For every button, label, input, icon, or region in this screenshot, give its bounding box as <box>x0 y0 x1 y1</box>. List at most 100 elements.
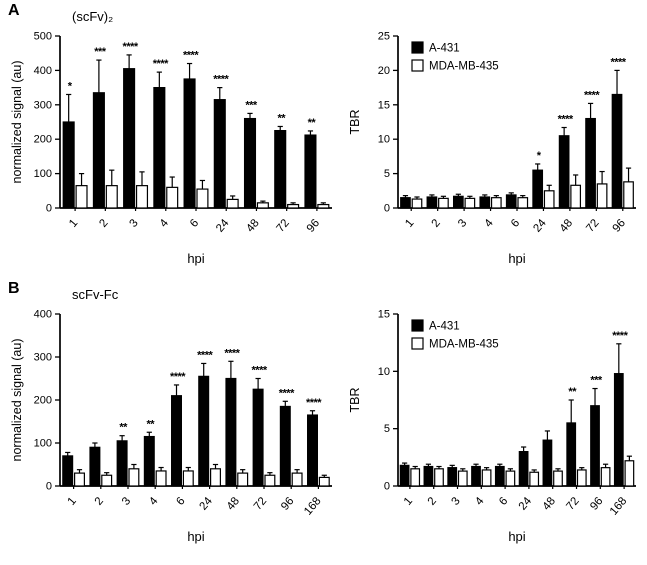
svg-text:hpi: hpi <box>508 251 525 266</box>
svg-text:normalized signal (au): normalized signal (au) <box>10 339 24 462</box>
svg-text:0: 0 <box>46 481 52 493</box>
svg-text:****: **** <box>153 58 169 70</box>
svg-text:**: ** <box>568 386 577 398</box>
svg-text:0: 0 <box>384 481 390 493</box>
svg-text:15: 15 <box>378 309 390 321</box>
svg-text:200: 200 <box>34 395 52 407</box>
svg-text:4: 4 <box>158 217 172 230</box>
svg-text:**: ** <box>277 112 286 124</box>
svg-text:72: 72 <box>252 495 269 513</box>
svg-text:24: 24 <box>531 217 549 235</box>
svg-text:2: 2 <box>426 495 439 508</box>
svg-text:10: 10 <box>378 134 390 146</box>
svg-text:24: 24 <box>197 495 215 513</box>
svg-text:2: 2 <box>93 495 106 508</box>
svg-text:***: *** <box>245 99 258 111</box>
chart-svg-scfvfc-signal: 0 100 200 300 400 normalized signal (au) scFv-… <box>10 287 332 544</box>
legend-swatch-MDA-MB-435 <box>411 337 424 350</box>
svg-text:200: 200 <box>34 134 52 146</box>
svg-text:****: **** <box>123 41 139 53</box>
legend-swatch-MDA-MB-435 <box>411 59 424 72</box>
svg-text:96: 96 <box>305 217 322 235</box>
svg-text:4: 4 <box>473 495 487 508</box>
panel-a-charts-row: 0 100 200 300 400 500 normalized signal (au) (s… <box>0 0 647 275</box>
svg-text:****: **** <box>183 50 199 62</box>
chart-scfv2-signal: 0 100 200 300 400 500 normalized signal (au) (s… <box>8 6 340 275</box>
svg-text:500: 500 <box>34 31 52 43</box>
svg-text:72: 72 <box>275 217 292 235</box>
svg-text:****: **** <box>558 114 574 126</box>
svg-text:****: **** <box>170 371 186 383</box>
svg-text:24: 24 <box>517 495 535 513</box>
svg-text:scFv-Fc: scFv-Fc <box>72 287 119 302</box>
svg-text:300: 300 <box>34 352 52 364</box>
svg-text:48: 48 <box>244 217 261 235</box>
svg-text:****: **** <box>610 56 626 68</box>
svg-text:**: ** <box>147 418 156 430</box>
svg-text:6: 6 <box>188 217 201 230</box>
svg-text:100: 100 <box>34 438 52 450</box>
svg-text:168: 168 <box>608 495 630 517</box>
legend-swatch-A-431 <box>411 319 424 332</box>
svg-text:6: 6 <box>509 217 522 230</box>
svg-text:****: **** <box>224 347 240 359</box>
panel-a-label: A <box>8 2 20 19</box>
svg-text:*: * <box>537 150 542 162</box>
svg-text:96: 96 <box>279 495 296 513</box>
svg-text:2: 2 <box>97 217 110 230</box>
panel-b-label: B <box>8 280 20 297</box>
svg-text:****: **** <box>197 349 213 361</box>
svg-text:300: 300 <box>34 99 52 111</box>
svg-text:48: 48 <box>558 217 575 235</box>
svg-text:1: 1 <box>402 495 415 508</box>
svg-text:3: 3 <box>456 217 469 230</box>
panel-b: B 0 100 200 300 400 normalized signal (au) scF… <box>0 278 647 556</box>
svg-text:****: **** <box>306 397 322 409</box>
svg-text:**: ** <box>308 117 317 129</box>
svg-text:***: *** <box>590 375 603 387</box>
svg-text:96: 96 <box>611 217 628 235</box>
svg-text:24: 24 <box>214 217 232 235</box>
svg-text:hpi: hpi <box>187 529 204 544</box>
svg-text:5: 5 <box>384 423 390 435</box>
chart-scfv2-tbr: 0 5 10 15 20 25 TBR 1 2 3 4 6 * 24 **** 48 **** 72 **** 96 h… <box>346 6 644 275</box>
svg-text:400: 400 <box>34 309 52 321</box>
svg-text:3: 3 <box>449 495 462 508</box>
svg-text:hpi: hpi <box>508 529 525 544</box>
svg-text:(scFv)₂: (scFv)₂ <box>72 9 113 24</box>
svg-text:TBR: TBR <box>348 388 362 413</box>
chart-scfvfc-signal: 0 100 200 300 400 normalized signal (au) scFv-… <box>8 284 340 553</box>
svg-text:72: 72 <box>584 217 601 235</box>
svg-text:normalized signal (au): normalized signal (au) <box>10 61 24 184</box>
legend-label-MDA-MB-435: MDA-MB-435 <box>429 61 499 73</box>
svg-text:72: 72 <box>564 495 581 513</box>
svg-text:*: * <box>68 80 73 92</box>
legend-label-MDA-MB-435: MDA-MB-435 <box>429 339 499 351</box>
svg-text:TBR: TBR <box>348 110 362 135</box>
svg-text:20: 20 <box>378 65 390 77</box>
svg-text:6: 6 <box>174 495 187 508</box>
svg-text:****: **** <box>279 387 295 399</box>
svg-text:400: 400 <box>34 65 52 77</box>
svg-text:25: 25 <box>378 31 390 43</box>
svg-text:3: 3 <box>120 495 133 508</box>
svg-text:****: **** <box>584 89 600 101</box>
svg-text:6: 6 <box>497 495 510 508</box>
svg-text:hpi: hpi <box>187 251 204 266</box>
svg-text:1: 1 <box>67 217 80 230</box>
svg-text:0: 0 <box>46 203 52 215</box>
legend-swatch-A-431 <box>411 41 424 54</box>
svg-text:2: 2 <box>430 217 443 230</box>
svg-text:0: 0 <box>384 203 390 215</box>
svg-text:168: 168 <box>302 495 324 517</box>
svg-text:****: **** <box>252 365 268 377</box>
svg-text:***: *** <box>94 46 107 58</box>
svg-text:****: **** <box>213 74 229 86</box>
chart-svg-scfvfc-tbr: 0 5 10 15 TBR 1 2 3 4 6 24 48 ** 72 *** 96 **** 168 hpi A-4… <box>348 309 636 544</box>
svg-text:4: 4 <box>483 217 497 230</box>
svg-text:****: **** <box>612 330 628 342</box>
svg-text:**: ** <box>119 422 128 434</box>
svg-text:4: 4 <box>147 495 161 508</box>
svg-text:48: 48 <box>541 495 558 513</box>
